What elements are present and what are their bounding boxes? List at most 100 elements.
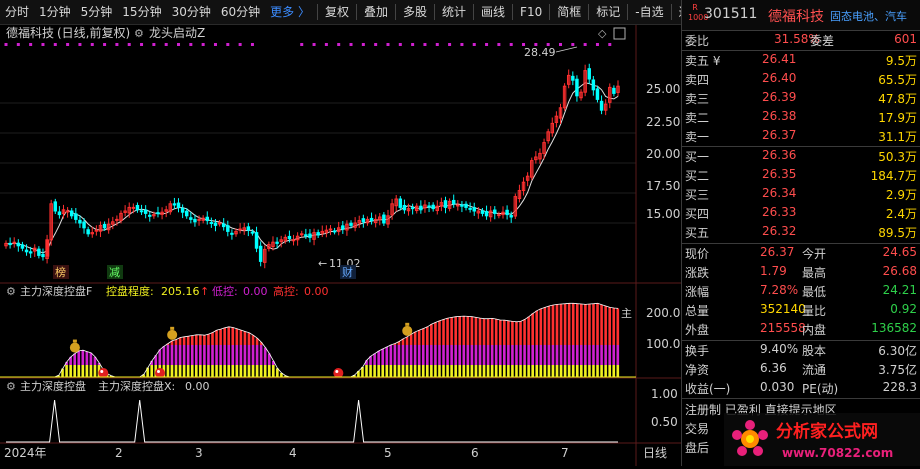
quote-note: 盘后 [685,439,709,456]
sub1-name[interactable]: 主力深度控盘F [20,284,92,298]
control-bar [377,351,380,377]
signal-dot [386,43,389,46]
stock-code: 301511 [704,6,757,22]
toolbar-item-3[interactable]: 15分钟 [117,0,166,24]
indicator-gear-icon[interactable]: ⚙ [134,27,144,40]
sub1-y-tick: 200.0 [646,306,680,320]
toolbar-item-7[interactable]: 复权 [320,0,354,24]
ask-price: 26.37 [762,128,796,142]
control-bar [535,311,538,377]
control-bar [588,304,591,377]
control-bar [608,307,611,377]
control-bar [236,329,239,377]
toolbar-item-9[interactable]: 多股 [398,0,432,24]
toolbar-item-8[interactable]: 叠加 [359,0,393,24]
control-bar [475,317,478,377]
toolbar-separator [395,4,396,20]
control-bar [491,318,494,377]
ask-volume: 47.8万 [878,90,917,107]
toolbar-item-15[interactable]: -自选 [630,0,668,24]
time-label: 6 [471,446,479,460]
signal-dot [460,43,463,46]
toolbar-item-11[interactable]: 画线 [476,0,510,24]
ask-label: 卖二 [685,109,709,126]
stat-value: 3.75亿 [878,361,917,378]
control-bar [219,329,222,377]
toolbar-item-13[interactable]: 简框 [552,0,586,24]
ask-volume: 9.5万 [886,52,917,69]
stat-label: 净资 [685,361,709,378]
toolbar-item-4[interactable]: 30分钟 [167,0,216,24]
signal-dot [214,43,217,46]
toolbar-item-14[interactable]: 标记 [591,0,625,24]
control-bar [211,332,214,377]
stat-value: 215558 [760,321,806,335]
control-bar [483,319,486,377]
control-bar [272,361,275,377]
sub2-x-label: 主力深度控盘X: [98,379,175,393]
stat-label: 最高 [802,264,826,281]
signal-dot [313,43,316,46]
indicator-name[interactable]: 龙头启动Z [149,26,205,40]
chart-area[interactable]: 德福科技 (日线,前复权) ⚙ 龙头启动Z ◇ 25.00 22.50 20.0… [0,25,681,466]
ask-price: 26.38 [762,109,796,123]
signal-dot [374,43,377,46]
toolbar-item-2[interactable]: 5分钟 [76,0,118,24]
toolbar-separator [356,4,357,20]
collapse-diamond-icon[interactable]: ◇ [598,27,607,40]
toolbar-item-5[interactable]: 60分钟 [216,0,265,24]
control-bar [434,322,437,377]
watermark-logo: 分析家公式网 www.70822.com [724,413,920,466]
stat-label: PE(动) [802,380,838,397]
control-bar [471,317,474,377]
stat-value: 0.030 [760,380,794,394]
control-bar [479,318,482,377]
control-bar [414,332,417,377]
control-bar [548,306,551,377]
sub2-name[interactable]: 主力深度控盘 [20,379,86,393]
toolbar-item-1[interactable]: 1分钟 [34,0,76,24]
stat-label: 量比 [802,302,826,319]
period-label[interactable]: 日线 [643,446,667,460]
sub2-line [6,400,618,442]
control-bar [252,335,255,377]
control-bar [394,344,397,377]
sub1-high-label: 高控: [273,284,299,298]
control-bar [495,319,498,377]
sub2-gear-icon[interactable]: ⚙ [6,380,16,393]
y-tick: 15.00 [646,207,680,221]
sub1-degree-label: 控盘程度: [106,284,154,298]
bid-price: 26.34 [762,186,796,200]
money-bag-icon [70,340,80,353]
control-bar [94,357,97,377]
control-bar [268,354,271,377]
low-label-arrow: ← [318,257,327,270]
signal-dot [140,43,143,46]
stat-label: 流通 [802,361,826,378]
quote-note: 交易 [685,420,709,437]
stat-label: 最低 [802,283,826,300]
badge-jian-text: 减 [109,266,120,279]
sub1-gear-icon[interactable]: ⚙ [6,285,16,298]
control-bar [195,335,198,377]
control-bar [82,350,85,377]
bid-label: 买三 [685,186,709,203]
toolbar-item-6[interactable]: 更多 〉 [265,0,315,24]
control-bar [612,308,615,377]
signal-dot [5,43,8,46]
bid-price: 26.32 [762,224,796,238]
time-label: 3 [195,446,203,460]
control-bar [422,328,425,377]
concept-tag[interactable]: 固态电池、汽车 [830,8,907,24]
toolbar-item-0[interactable]: 分时 [0,0,34,24]
chart-svg[interactable]: 德福科技 (日线,前复权) ⚙ 龙头启动Z ◇ 25.00 22.50 20.0… [0,25,681,466]
quote-header: R 1000 301511 德福科技 固态电池、汽车 [682,0,920,30]
toolbar-item-10[interactable]: 统计 [437,0,471,24]
sub2-y-tick: 1.00 [651,387,678,401]
control-bar [450,317,453,377]
control-bar [600,305,603,377]
toolbar-item-12[interactable]: F10 [515,0,547,24]
